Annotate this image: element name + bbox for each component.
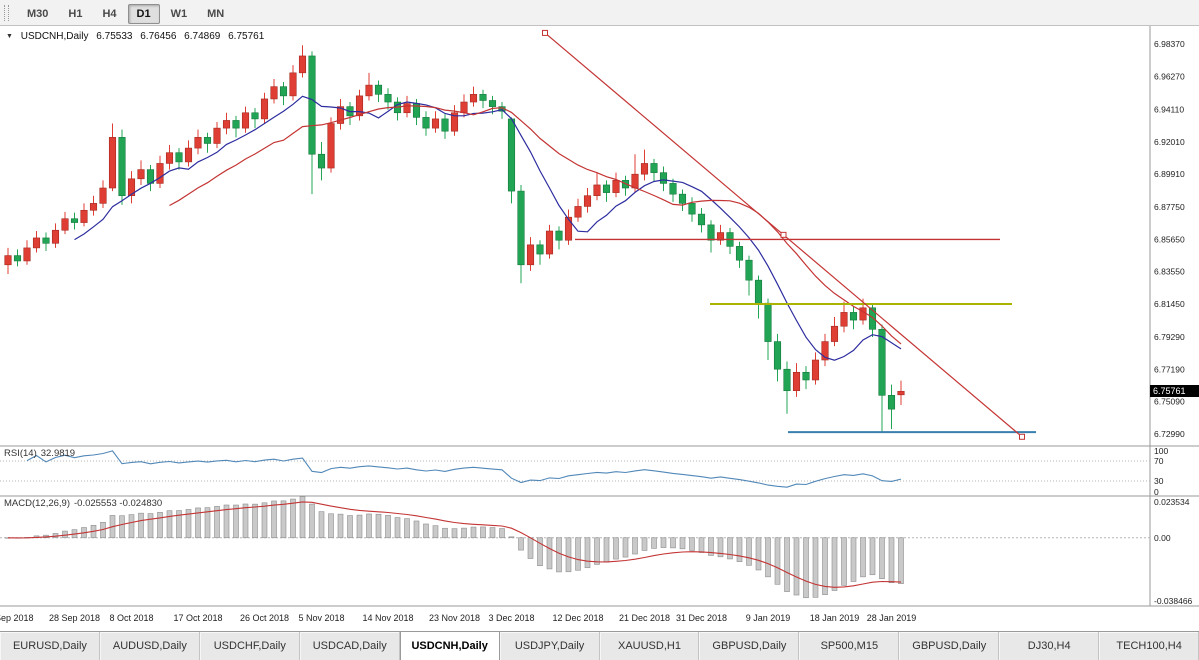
chart-tab-usdchf-daily[interactable]: USDCHF,Daily [199, 632, 300, 660]
svg-text:28 Sep 2018: 28 Sep 2018 [49, 613, 100, 623]
svg-text:9 Jan 2019: 9 Jan 2019 [746, 613, 791, 623]
svg-text:19 Sep 2018: 19 Sep 2018 [0, 613, 34, 623]
svg-text:6.98370: 6.98370 [1154, 39, 1185, 49]
price-axis: 6.98370 6.96270 6.94110 6.92010 6.89910 6.877… [1154, 39, 1185, 439]
svg-text:3 Dec 2018: 3 Dec 2018 [488, 613, 534, 623]
chart-tab-dj30-h4[interactable]: DJ30,H4 [999, 632, 1100, 660]
svg-text:23 Nov 2018: 23 Nov 2018 [429, 613, 480, 623]
chart-tab-gbpusd-daily[interactable]: GBPUSD,Daily [699, 632, 800, 660]
price-chart[interactable]: 6.98370 6.96270 6.94110 6.92010 6.89910 6.877… [0, 26, 1199, 631]
chart-window: 6.98370 6.96270 6.94110 6.92010 6.89910 6.877… [0, 26, 1199, 631]
chart-tab-gbpusd-daily[interactable]: GBPUSD,Daily [899, 632, 1000, 660]
chart-tab-tech100-h4[interactable]: TECH100,H4 [1099, 632, 1199, 660]
trendline-object [542, 29, 1025, 440]
svg-text:6.79290: 6.79290 [1154, 332, 1185, 342]
macd-panel: 0.023534 0.00 -0.038466 [0, 496, 1193, 606]
horizontal-line-objects [575, 238, 1036, 434]
svg-text:17 Oct 2018: 17 Oct 2018 [173, 613, 222, 623]
chart-tab-eurusd-daily[interactable]: EURUSD,Daily [0, 632, 100, 660]
timeframe-button-h4[interactable]: H4 [102, 7, 117, 20]
current-price-tag: 6.75761 [1150, 385, 1199, 398]
svg-text:6.89910: 6.89910 [1154, 169, 1185, 179]
svg-text:6.85650: 6.85650 [1154, 234, 1185, 244]
svg-text:6.75090: 6.75090 [1154, 397, 1185, 407]
timeframe-toolbar: M30 H1 H4 D1 W1 MN [0, 0, 1199, 26]
svg-text:26 Oct 2018: 26 Oct 2018 [240, 613, 289, 623]
svg-text:6.77190: 6.77190 [1154, 364, 1185, 374]
timeframe-button-mn[interactable]: MN [207, 7, 225, 20]
symbol-dropdown-icon[interactable]: ▼ [6, 33, 13, 40]
chart-tab-xauusd-h1[interactable]: XAUUSD,H1 [599, 632, 700, 660]
chart-tab-audusd-daily[interactable]: AUDUSD,Daily [99, 632, 200, 660]
svg-text:5 Nov 2018: 5 Nov 2018 [298, 613, 344, 623]
svg-text:6.96270: 6.96270 [1154, 71, 1185, 81]
svg-text:6.81450: 6.81450 [1154, 299, 1185, 309]
svg-text:18 Jan 2019: 18 Jan 2019 [810, 613, 860, 623]
toolbar-grip[interactable] [4, 4, 9, 21]
svg-text:30: 30 [1154, 476, 1164, 486]
svg-text:6.92010: 6.92010 [1154, 137, 1185, 147]
svg-text:6.72990: 6.72990 [1154, 429, 1185, 439]
svg-text:100: 100 [1154, 446, 1168, 456]
ma-slow-line [169, 105, 902, 345]
ma-fast-line [74, 95, 902, 361]
svg-text:-0.038466: -0.038466 [1154, 596, 1193, 606]
svg-text:6.94110: 6.94110 [1154, 105, 1184, 115]
chart-tab-sp500-m15[interactable]: SP500,M15 [799, 632, 900, 660]
svg-text:21 Dec 2018: 21 Dec 2018 [619, 613, 670, 623]
svg-text:0: 0 [1154, 487, 1159, 497]
rsi-line [26, 450, 902, 488]
svg-text:12 Dec 2018: 12 Dec 2018 [552, 613, 603, 623]
chart-tabs: EURUSD,Daily AUDUSD,Daily USDCHF,Daily USDC… [0, 631, 1199, 660]
date-axis: 19 Sep 2018 28 Sep 2018 8 Oct 2018 17 Oct 2… [0, 613, 916, 623]
chart-tab-usdjpy-daily[interactable]: USDJPY,Daily [499, 632, 600, 660]
timeframe-button-m30[interactable]: M30 [27, 7, 49, 20]
timeframe-button-w1[interactable]: W1 [170, 7, 188, 20]
chart-tab-usdcnh-daily[interactable]: USDCNH,Daily [399, 632, 500, 660]
svg-text:14 Nov 2018: 14 Nov 2018 [362, 613, 413, 623]
macd-signal-line [7, 501, 902, 588]
timeframe-button-h1[interactable]: H1 [68, 7, 83, 20]
svg-text:6.83550: 6.83550 [1154, 267, 1185, 277]
timeframe-buttons: M30 H1 H4 D1 W1 MN [17, 3, 234, 24]
svg-text:31 Dec 2018: 31 Dec 2018 [676, 613, 727, 623]
svg-text:70: 70 [1154, 456, 1164, 466]
svg-text:28 Jan 2019: 28 Jan 2019 [867, 613, 917, 623]
chart-tab-usdcad-daily[interactable]: USDCAD,Daily [299, 632, 400, 660]
panel-separators [0, 26, 1199, 607]
timeframe-button-d1[interactable]: D1 [127, 3, 160, 24]
svg-text:6.87750: 6.87750 [1154, 202, 1185, 212]
svg-text:0.00: 0.00 [1154, 533, 1171, 543]
svg-text:0.023534: 0.023534 [1154, 497, 1190, 507]
svg-text:8 Oct 2018: 8 Oct 2018 [109, 613, 153, 623]
